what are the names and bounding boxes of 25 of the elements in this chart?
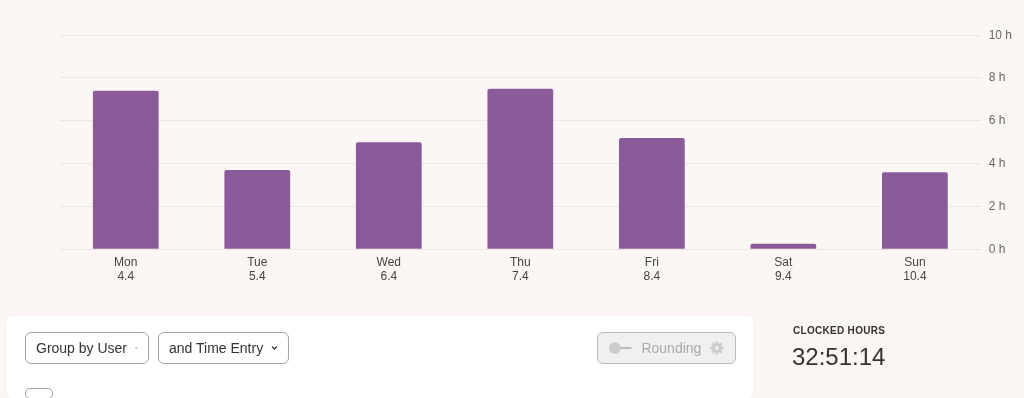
x-tick-label: Mon 4.4 <box>114 254 138 284</box>
y-tick-label: 2 h <box>988 198 1006 213</box>
text: and Time Entry <box>169 340 264 356</box>
bar <box>92 90 159 249</box>
bar <box>750 243 817 249</box>
x-tick-label: Wed 6.4 <box>376 254 402 284</box>
y-tick-label: 8 h <box>988 70 1006 85</box>
x-tick-label: Sun 10.4 <box>903 254 927 284</box>
x-tick-label: Tue 5.4 <box>247 254 268 284</box>
bar <box>618 137 685 249</box>
y-tick-label: 10 h <box>988 27 1012 42</box>
text: Rounding <box>641 340 702 356</box>
text: CLOCKED HOURS <box>793 325 886 336</box>
bar <box>487 88 554 249</box>
y-tick-label: 6 h <box>988 113 1006 128</box>
bar <box>224 170 291 249</box>
x-tick-label: Fri 8.4 <box>643 254 661 284</box>
bar <box>882 172 948 249</box>
text: 32:51:14 <box>792 343 886 370</box>
text: Group by User <box>36 340 128 356</box>
y-tick-label: 4 h <box>988 155 1006 170</box>
x-tick-label: Sat 9.4 <box>774 254 794 284</box>
x-tick-label: Thu 7.4 <box>509 254 531 284</box>
bar <box>355 142 422 249</box>
y-tick-label: 0 h <box>988 241 1006 256</box>
